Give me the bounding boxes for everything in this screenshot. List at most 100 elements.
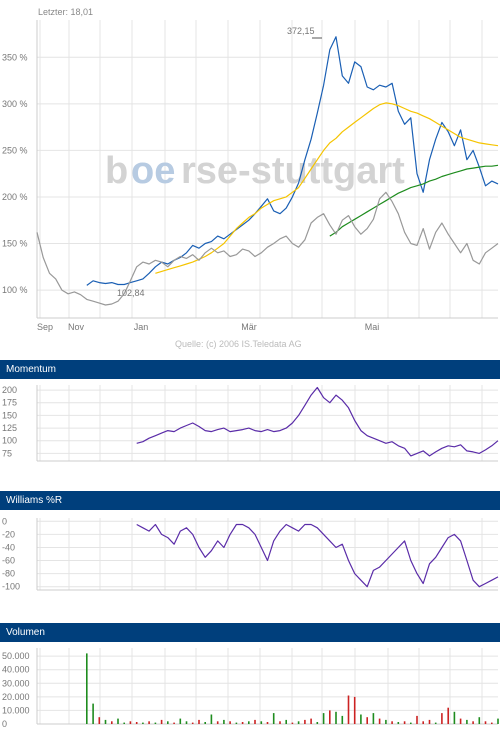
- main-y-tick: 100 %: [2, 285, 28, 295]
- volume-y-tick: 20.000: [2, 692, 30, 702]
- momentum-y-tick: 175: [2, 398, 17, 408]
- volume-bar: [86, 653, 88, 724]
- volume-bar: [484, 721, 487, 724]
- volume-bar: [459, 718, 462, 724]
- volume-bar: [272, 713, 275, 724]
- main-y-tick: 300 %: [2, 99, 28, 109]
- volume-bar: [372, 713, 375, 724]
- momentum-header: Momentum: [0, 360, 500, 379]
- volume-bar: [416, 715, 418, 724]
- volume-bar: [316, 722, 319, 724]
- last-price-label: Letzter: 18,01: [38, 7, 93, 17]
- volume-bar: [216, 721, 219, 724]
- volume-bar: [92, 703, 94, 724]
- volume-bar: [353, 696, 356, 724]
- williams-y-tick: 0: [2, 516, 7, 526]
- volume-bar: [391, 721, 393, 724]
- volume-bar: [447, 707, 449, 724]
- min-label: 102,84: [117, 288, 145, 298]
- main-x-tick: Nov: [68, 322, 85, 332]
- volume-bar: [179, 718, 182, 724]
- main-x-tick: Jan: [134, 322, 149, 332]
- main-chart-panel: 100 % 150 % 200 % 250 % 300 % 350 % Sep Nov Jan M…: [0, 0, 500, 358]
- volume-bar: [310, 718, 312, 724]
- volume-bar: [154, 722, 157, 724]
- volume-bar: [441, 713, 443, 724]
- price-chart: 100 % 150 % 200 % 250 % 300 % 350 % Sep Nov Jan M…: [2, 7, 499, 349]
- williams-chart: 0 -20 -40 -60 -80 -100: [2, 516, 499, 592]
- williams-y-tick: -20: [2, 529, 15, 539]
- volume-bar: [229, 721, 231, 724]
- volume-bar: [204, 722, 206, 724]
- volume-chart: 50.000 40.000 30.000 20.000 10.000 0: [2, 648, 499, 729]
- volume-bar: [403, 721, 406, 724]
- volume-bar: [410, 722, 412, 724]
- volume-bar: [291, 722, 294, 724]
- volume-bar: [148, 721, 150, 724]
- volume-header: Volumen: [0, 623, 500, 642]
- watermark-rest: rse-stuttgart: [181, 150, 405, 192]
- volume-bar: [453, 711, 456, 724]
- volume-bar: [160, 719, 163, 724]
- volume-bar: [385, 719, 387, 724]
- volume-bar: [117, 718, 119, 724]
- volume-bar: [210, 714, 213, 724]
- main-y-tick: 350 %: [2, 52, 28, 62]
- williams-y-tick: -40: [2, 542, 15, 552]
- volume-y-tick: 40.000: [2, 665, 30, 675]
- volume-bar: [135, 722, 138, 724]
- volume-bar: [254, 719, 256, 724]
- volume-bar: [123, 722, 125, 724]
- volume-bar: [360, 714, 362, 724]
- main-y-tick: 200 %: [2, 192, 28, 202]
- williams-header: Williams %R: [0, 491, 500, 510]
- volume-bar: [434, 722, 437, 724]
- volume-bar: [347, 695, 350, 724]
- main-x-tick: Sep: [37, 322, 53, 332]
- volume-bar: [98, 717, 101, 724]
- volume-bar: [111, 721, 113, 724]
- momentum-y-tick: 100: [2, 436, 17, 446]
- sma-fast-line: [329, 164, 499, 237]
- main-y-tick: 250 %: [2, 145, 28, 155]
- williams-y-tick: -80: [2, 569, 15, 579]
- volume-bar: [191, 722, 194, 724]
- sma-slow-line: [155, 102, 499, 274]
- volume-bar: [472, 721, 474, 724]
- volume-bar: [198, 719, 200, 724]
- volume-bar: [341, 715, 344, 724]
- price-line: [86, 36, 499, 286]
- momentum-y-tick: 75: [2, 448, 12, 458]
- main-x-tick: Mai: [365, 322, 380, 332]
- williams-y-tick: -60: [2, 556, 15, 566]
- volume-bar: [428, 719, 431, 724]
- volume-bar: [104, 719, 107, 724]
- volume-bar: [142, 722, 144, 724]
- index-line: [36, 191, 499, 306]
- main-series: [36, 36, 499, 306]
- volume-panel: 50.000 40.000 30.000 20.000 10.000 0: [0, 642, 500, 735]
- watermark-oe: oe: [131, 150, 175, 192]
- williams-line: [136, 523, 499, 588]
- volume-bar: [304, 719, 306, 724]
- momentum-panel: 200 175 150 125 100 75: [0, 379, 500, 489]
- volume-bar: [422, 721, 424, 724]
- volume-bar: [335, 711, 337, 724]
- source-label: Quelle: (c) 2006 IS.Teledata AG: [175, 339, 302, 349]
- momentum-y-tick: 200: [2, 385, 17, 395]
- momentum-y-tick: 125: [2, 423, 17, 433]
- volume-bar: [497, 718, 499, 724]
- main-x-tick: Mär: [241, 322, 257, 332]
- volume-bar: [167, 721, 169, 724]
- volume-bar: [478, 717, 481, 724]
- volume-bar: [248, 721, 250, 724]
- main-grid: 100 % 150 % 200 % 250 % 300 % 350 % Sep Nov Jan M…: [2, 20, 498, 332]
- volume-bar: [366, 717, 368, 724]
- volume-bar: [173, 722, 175, 724]
- williams-panel: 0 -20 -40 -60 -80 -100: [0, 510, 500, 620]
- volume-bar: [235, 722, 238, 724]
- main-y-tick: 150 %: [2, 239, 28, 249]
- volume-bar: [260, 721, 263, 724]
- volume-bar: [322, 713, 325, 724]
- volume-bar: [241, 722, 244, 724]
